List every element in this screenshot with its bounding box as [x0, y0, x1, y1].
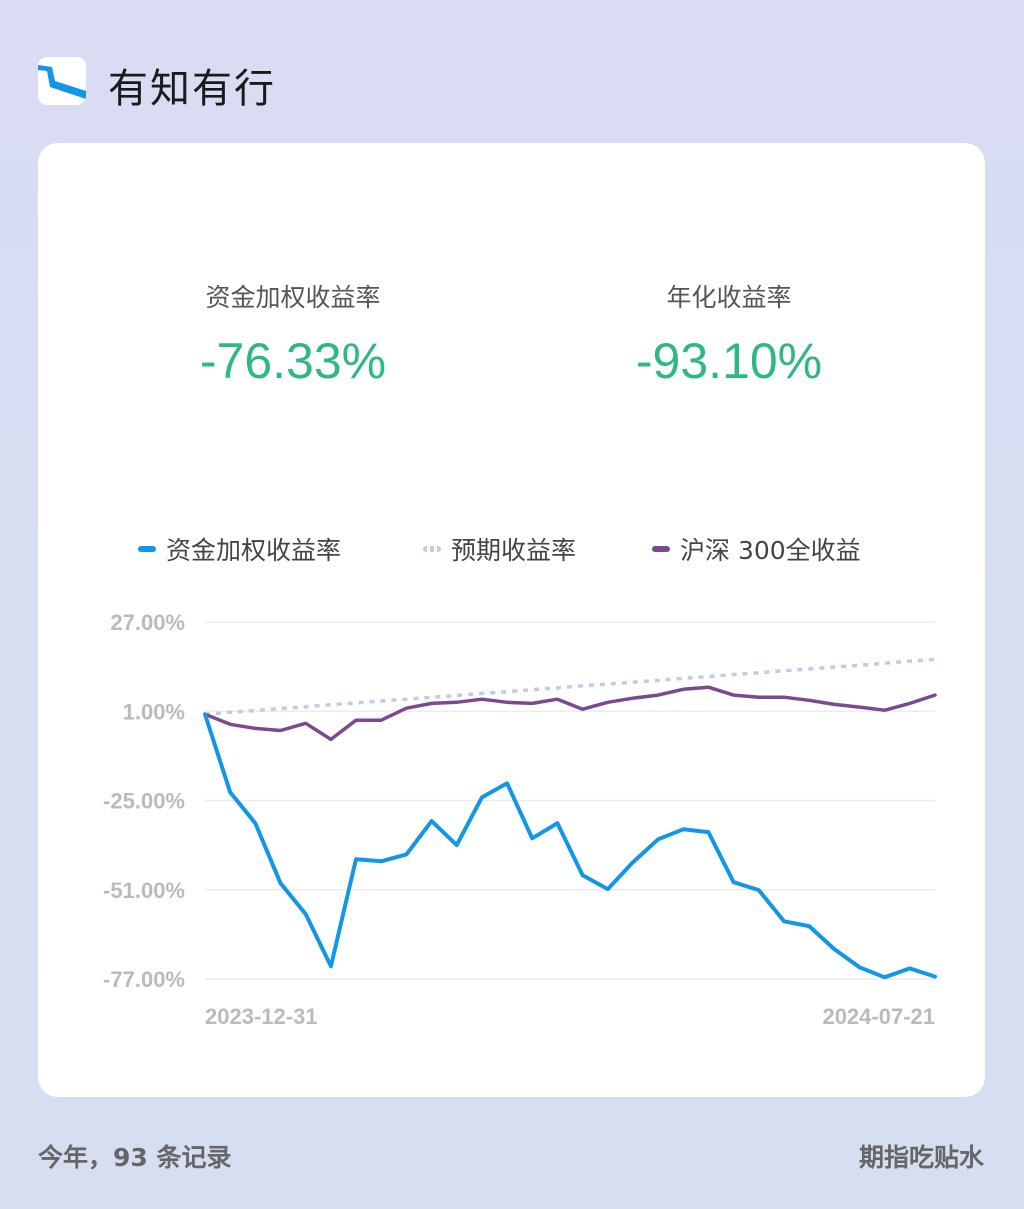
metric-value-annualized: -93.10%: [635, 333, 823, 389]
legend-swatch: [652, 546, 670, 552]
legend-label: 沪深 300全收益: [680, 536, 861, 565]
legend-item-expected[interactable]: 预期收益率: [423, 531, 576, 567]
legend-item-fund[interactable]: 资金加权收益率: [138, 531, 341, 567]
record-count: 今年，93 条记录: [38, 1143, 232, 1172]
x-tick-label: 2024-07-21: [822, 1004, 935, 1029]
y-tick-label: 1.00%: [123, 699, 185, 724]
y-tick-label: 27.00%: [110, 610, 185, 635]
app-title: 有知有行: [108, 66, 276, 112]
legend-swatch: [138, 546, 156, 552]
legend-label: 资金加权收益率: [166, 536, 342, 565]
y-tick-label: -77.00%: [103, 967, 185, 992]
metric-label-annualized: 年化收益率: [666, 283, 792, 312]
y-tick-label: -51.00%: [103, 878, 185, 903]
metric-label-weighted: 资金加权收益率: [205, 283, 381, 312]
series-line-0: [203, 712, 937, 980]
summary-card: [38, 143, 985, 1097]
legend-label: 预期收益率: [451, 536, 577, 565]
app-logo: [38, 57, 86, 105]
series-line-1: [204, 657, 936, 717]
footer-note: 期指吃贴水: [858, 1143, 984, 1172]
river-logo-icon: [38, 65, 86, 99]
y-tick-label: -25.00%: [103, 789, 185, 814]
metric-value-weighted: -76.33%: [199, 333, 387, 389]
series-line-2: [203, 685, 937, 742]
legend-swatch: [423, 546, 441, 552]
legend-item-index[interactable]: 沪深 300全收益: [652, 531, 861, 567]
x-tick-label: 2023-12-31: [205, 1004, 318, 1029]
